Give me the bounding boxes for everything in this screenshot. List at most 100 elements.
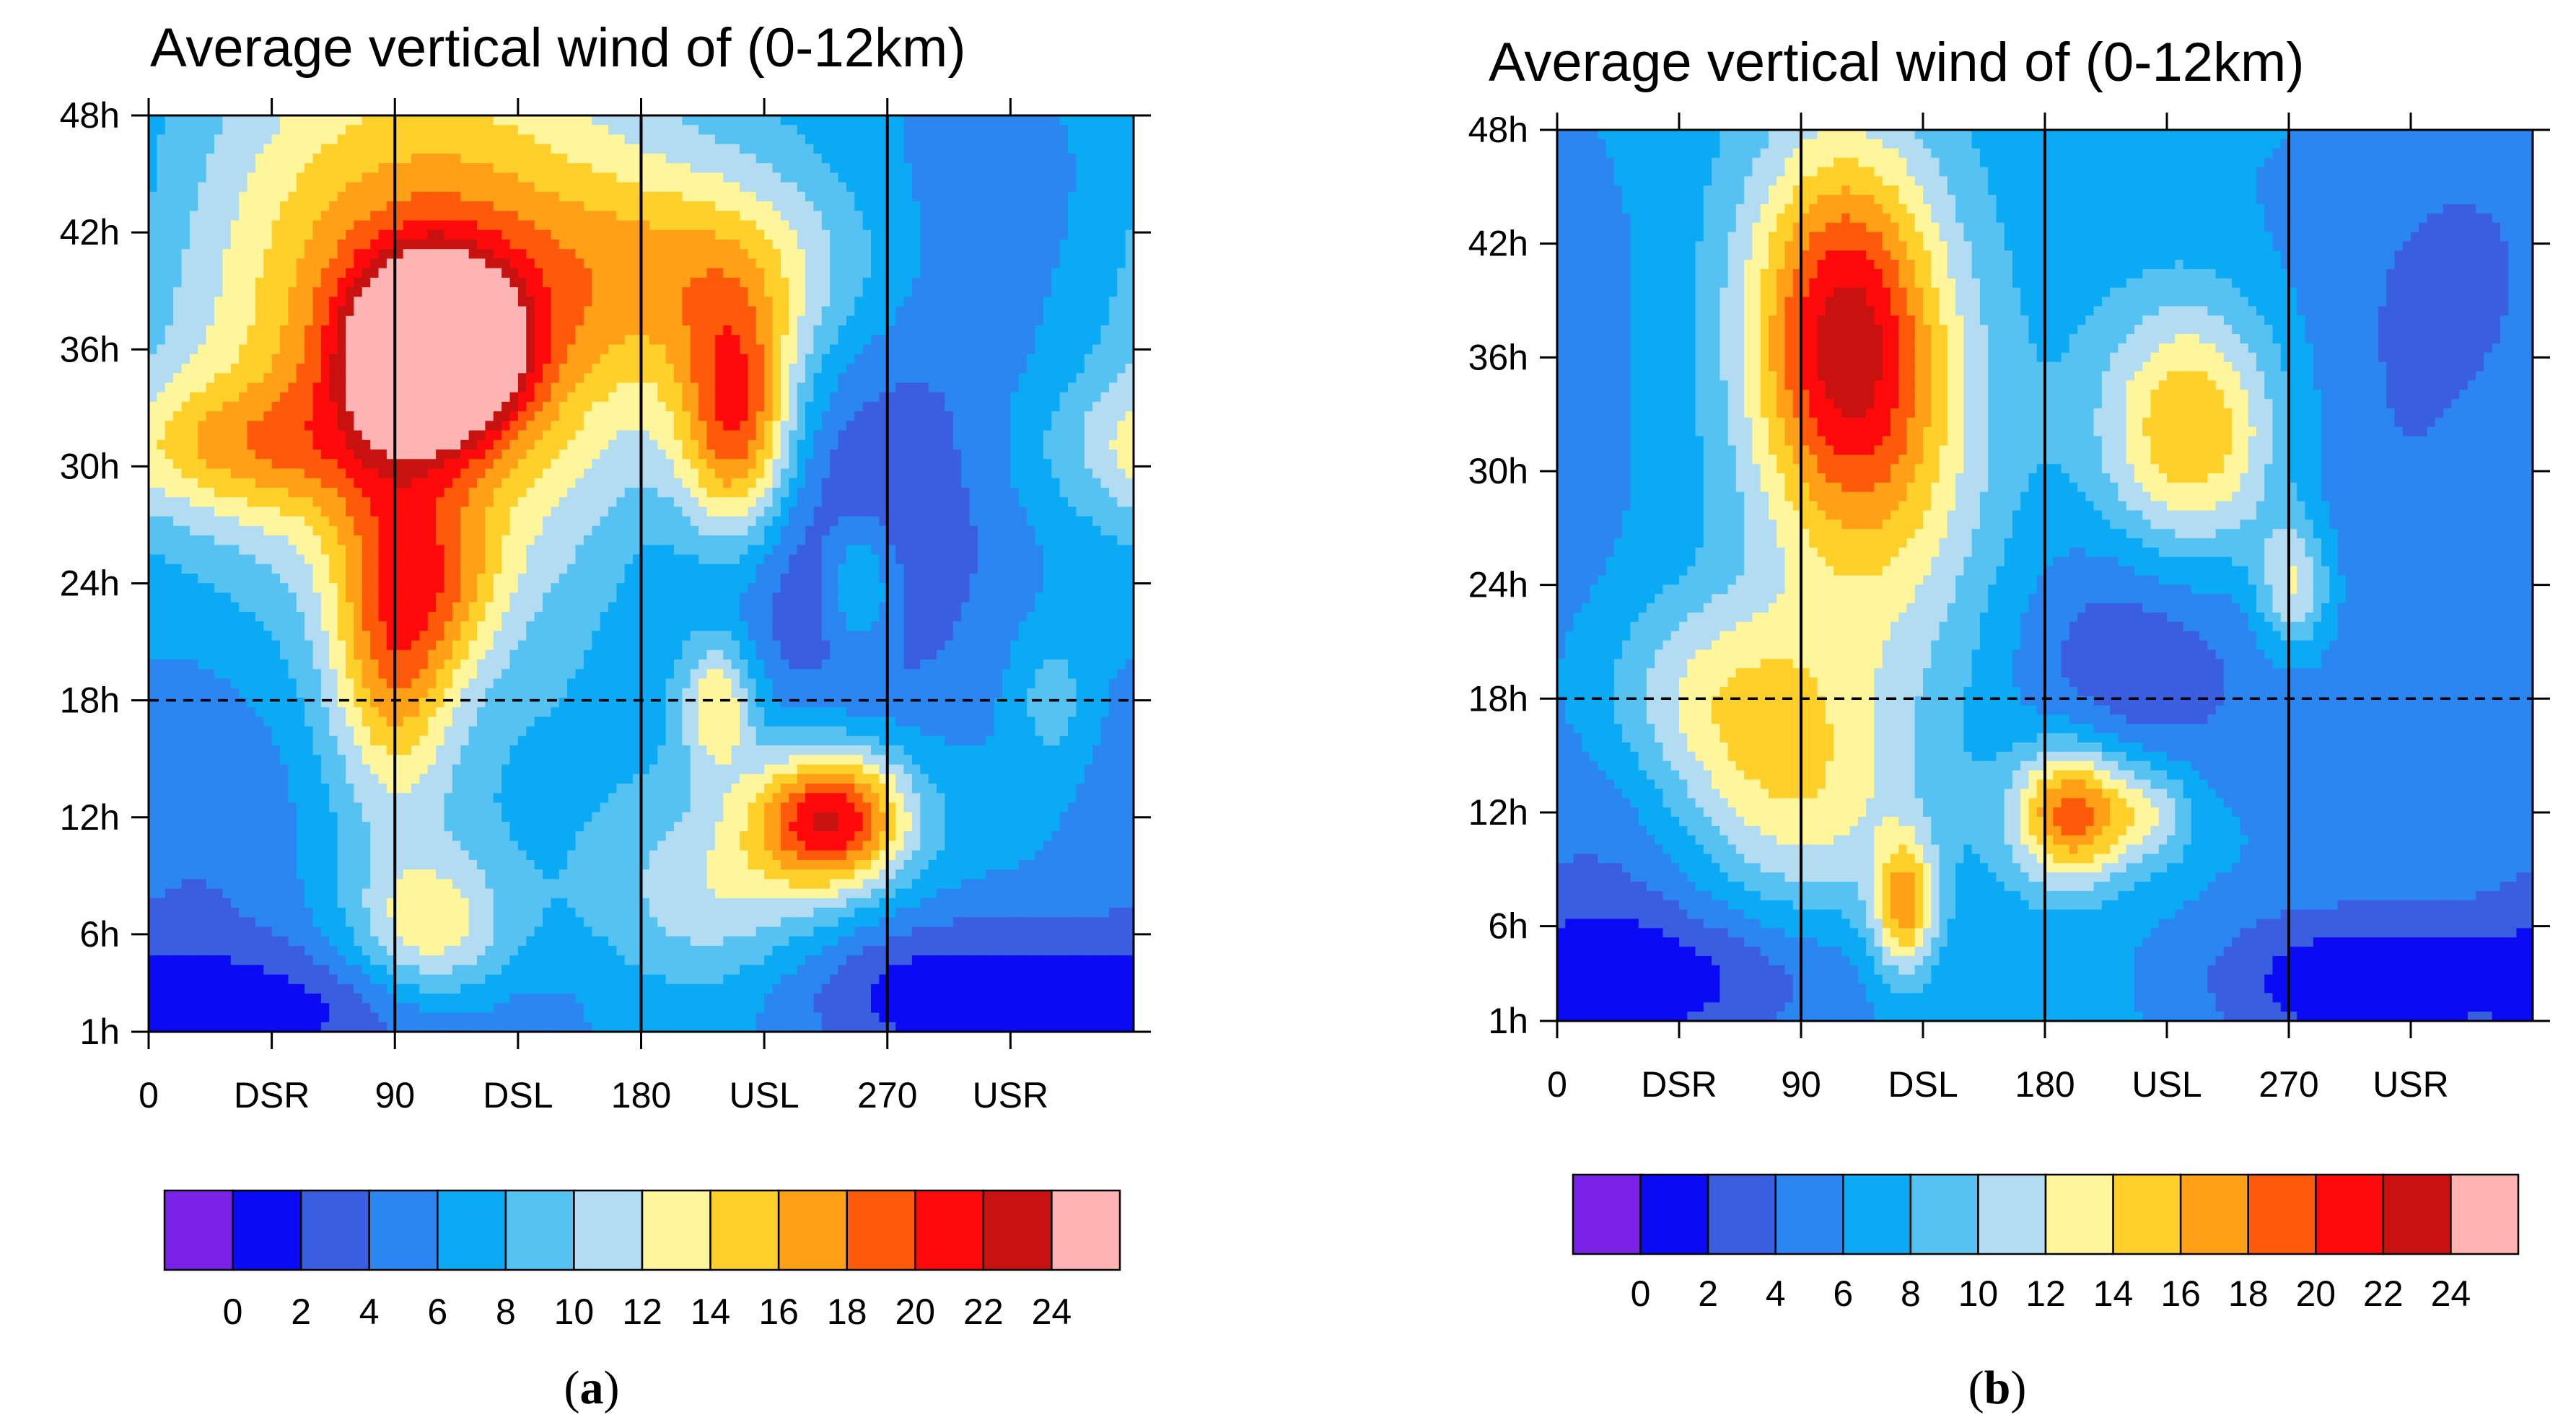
heatmap-cell (723, 287, 732, 297)
heatmap-cell (173, 211, 183, 222)
heatmap-cell (641, 487, 650, 498)
heatmap-cell (263, 220, 273, 231)
heatmap-cell (600, 153, 609, 164)
heatmap-cell (649, 258, 658, 269)
heatmap-cell (854, 220, 864, 231)
heatmap-cell (1108, 411, 1118, 421)
heatmap-cell (468, 497, 478, 507)
heatmap-cell (986, 153, 995, 164)
heatmap-cell (1117, 450, 1126, 460)
heatmap-cell (714, 297, 724, 307)
heatmap-cell (731, 421, 740, 431)
heatmap-cell (157, 382, 166, 393)
heatmap-cell (1068, 134, 1077, 145)
heatmap-cell (280, 172, 289, 183)
heatmap-cell (945, 134, 954, 145)
heatmap-cell (986, 478, 995, 488)
heatmap-cell (600, 201, 609, 211)
heatmap-cell (255, 144, 264, 154)
heatmap-cell (468, 430, 478, 441)
heatmap-cell (214, 201, 223, 211)
heatmap-cell (485, 325, 494, 336)
heatmap-cell (165, 363, 174, 374)
heatmap-cell (937, 459, 945, 470)
heatmap-cell (181, 382, 190, 393)
heatmap-cell (1027, 430, 1036, 441)
heatmap-cell (682, 411, 691, 421)
heatmap-cell (592, 172, 601, 183)
heatmap-cell (346, 392, 354, 403)
heatmap-cell (419, 459, 429, 470)
heatmap-cell (952, 125, 962, 136)
heatmap-cell (862, 430, 872, 441)
heatmap-cell (543, 229, 551, 240)
heatmap-cell (789, 439, 798, 450)
heatmap-cell (895, 163, 905, 173)
heatmap-cell (797, 335, 806, 346)
heatmap-cell (641, 459, 650, 470)
heatmap-cell (1068, 239, 1077, 250)
heatmap-cell (928, 430, 937, 441)
heatmap-cell (247, 239, 256, 250)
heatmap-cell (354, 249, 363, 260)
heatmap-cell (567, 172, 577, 183)
heatmap-cell (731, 450, 740, 460)
heatmap-cell (444, 287, 453, 297)
heatmap-cell (871, 411, 880, 421)
heatmap-cell (551, 163, 560, 173)
heatmap-cell (485, 344, 494, 355)
heatmap-cell (706, 268, 716, 279)
heatmap-cell (1010, 153, 1020, 164)
heatmap-cell (346, 459, 354, 470)
heatmap-cell (1068, 325, 1077, 336)
heatmap-cell (657, 153, 667, 164)
heatmap-cell (624, 315, 634, 326)
heatmap-cell (436, 507, 445, 517)
heatmap-cell (230, 354, 240, 364)
heatmap-cell (214, 172, 223, 183)
heatmap-cell (149, 229, 157, 240)
heatmap-cell (1084, 153, 1093, 164)
heatmap-cell (320, 450, 330, 460)
heatmap-cell (895, 144, 905, 154)
heatmap-cell (698, 297, 708, 307)
heatmap-cell (1117, 373, 1126, 384)
heatmap-cell (994, 268, 1003, 279)
heatmap-cell (969, 450, 978, 460)
heatmap-cell (830, 450, 839, 460)
heatmap-cell (444, 430, 453, 441)
heatmap-cell (706, 297, 716, 307)
heatmap-cell (157, 144, 166, 154)
heatmap-cell (329, 354, 338, 364)
heatmap-cell (698, 439, 708, 450)
heatmap-cell (764, 487, 774, 498)
heatmap-cell (887, 239, 896, 250)
heatmap-cell (320, 134, 330, 145)
heatmap-cell (493, 239, 502, 250)
heatmap-cell (329, 421, 338, 431)
heatmap-cell (657, 430, 667, 441)
heatmap-cell (903, 487, 913, 498)
heatmap-cell (698, 478, 708, 488)
heatmap-cell (526, 172, 535, 183)
heatmap-cell (600, 268, 609, 279)
heatmap-cell (206, 325, 215, 336)
heatmap-cell (600, 430, 609, 441)
heatmap-cell (198, 421, 207, 431)
heatmap-cell (1117, 163, 1126, 173)
heatmap-cell (501, 411, 511, 421)
heatmap-cell (247, 439, 256, 450)
heatmap-cell (485, 125, 494, 136)
heatmap-cell (748, 258, 757, 269)
heatmap-cell (575, 507, 584, 517)
heatmap-cell (452, 220, 461, 231)
heatmap-cell (600, 401, 609, 412)
heatmap-cell (411, 392, 420, 403)
heatmap-cell (395, 229, 404, 240)
heatmap-cell (1027, 125, 1036, 136)
heatmap-cell (600, 229, 609, 240)
heatmap-cell (1043, 450, 1052, 460)
heatmap-cell (452, 450, 461, 460)
heatmap-cell (149, 163, 157, 173)
heatmap-cell (706, 411, 716, 421)
